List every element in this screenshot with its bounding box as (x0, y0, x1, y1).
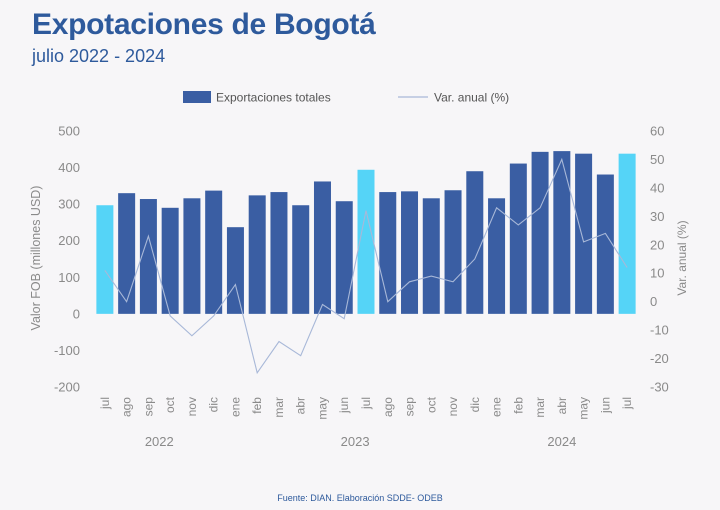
year-label: 2024 (547, 434, 576, 449)
bar (183, 198, 201, 314)
x-tick-label: mar (272, 397, 286, 418)
chart-title: Expotaciones de Bogotá (32, 8, 376, 41)
bar (96, 205, 114, 314)
bar (357, 169, 375, 314)
y-right-tick-label: 0 (650, 294, 657, 309)
legend-bar-swatch (183, 91, 211, 103)
x-tick-label: nov (185, 397, 199, 416)
x-tick-label: sep (141, 397, 155, 417)
bar (205, 190, 223, 314)
x-tick-label: feb (511, 397, 525, 414)
legend-line-label: Var. anual (%) (434, 91, 509, 105)
bar (575, 153, 593, 314)
x-tick-label: jun (337, 397, 351, 414)
x-tick-label: jul (98, 397, 112, 410)
bar (488, 198, 506, 314)
bar (313, 181, 331, 314)
y-right-tick-label: 40 (650, 180, 664, 195)
legend-bar-label: Exportaciones totales (216, 91, 331, 105)
x-tick-label: feb (250, 397, 264, 414)
x-tick-label: jul (359, 397, 373, 410)
legend: Exportaciones totales Var. anual (%) (183, 91, 509, 105)
y-tick-label: -100 (54, 343, 80, 358)
y-right-tick-label: 60 (650, 124, 664, 139)
y-right-tick-label: 20 (650, 237, 664, 252)
y-right-tick-label: -20 (650, 351, 669, 366)
x-tick-label: abr (294, 397, 308, 414)
x-tick-label: nov (446, 397, 460, 416)
bar (161, 207, 179, 314)
y-tick-label: 100 (58, 270, 80, 285)
bar (335, 201, 353, 314)
bar (226, 227, 244, 314)
x-tick-label: oct (163, 396, 177, 413)
y-tick-label: 500 (58, 124, 80, 139)
year-labels: 2022 2023 2024 (145, 434, 576, 449)
x-tick-label: jul (620, 397, 634, 410)
y-right-tick-label: 50 (650, 152, 664, 167)
y-tick-label: 0 (73, 306, 80, 321)
y-axis-label: Valor FOB (millones USD) (29, 186, 43, 331)
y-axis-ticks: -200 -100 0 100 200 300 400 500 (54, 124, 80, 395)
x-tick-label: dic (207, 397, 221, 412)
x-tick-label: dic (468, 397, 482, 412)
y-tick-label: 400 (58, 160, 80, 175)
x-tick-label: may (577, 397, 591, 420)
y-right-tick-label: 30 (650, 209, 664, 224)
x-tick-label: jun (598, 397, 612, 414)
bar (444, 190, 462, 314)
x-tick-label: ene (228, 397, 242, 417)
bar (509, 163, 527, 314)
x-tick-label: mar (533, 397, 547, 418)
bar (531, 151, 549, 314)
x-tick-label: abr (555, 397, 569, 414)
year-label: 2022 (145, 434, 174, 449)
source-note: Fuente: DIAN. Elaboración SDDE- ODEB (277, 493, 443, 503)
bar (270, 192, 288, 314)
y-tick-label: -200 (54, 380, 80, 395)
bar (596, 174, 614, 314)
y-right-tick-label: -30 (650, 380, 669, 395)
y-tick-label: 200 (58, 233, 80, 248)
bar (618, 153, 636, 314)
bar (248, 195, 266, 314)
bar (401, 191, 419, 314)
x-tick-label: oct (424, 396, 438, 413)
bar (422, 198, 440, 314)
bar (553, 151, 571, 314)
year-label: 2023 (341, 434, 370, 449)
x-tick-label: may (315, 397, 329, 420)
x-tick-label: sep (403, 397, 417, 417)
y-axis-right-ticks: -30 -20 -10 0 10 20 30 40 50 60 (650, 124, 669, 395)
bar (466, 171, 484, 314)
x-tick-label: ago (120, 397, 134, 417)
bar-series (96, 151, 636, 314)
bar (292, 205, 310, 314)
x-tick-label: ago (381, 397, 395, 417)
bar (118, 193, 136, 314)
x-tick-label: ene (490, 397, 504, 417)
bar (139, 199, 157, 314)
y-right-tick-label: -10 (650, 323, 669, 338)
y-right-tick-label: 10 (650, 266, 664, 281)
chart: Exportaciones totales Var. anual (%) Val… (29, 91, 689, 450)
y-tick-label: 300 (58, 197, 80, 212)
line-series (104, 157, 628, 375)
y-axis-right-label: Var. anual (%) (675, 220, 689, 295)
chart-subtitle: julio 2022 - 2024 (32, 46, 166, 66)
x-axis-ticks: jul ago sep oct nov dic ene feb mar abr may jun jul a… (98, 396, 634, 419)
